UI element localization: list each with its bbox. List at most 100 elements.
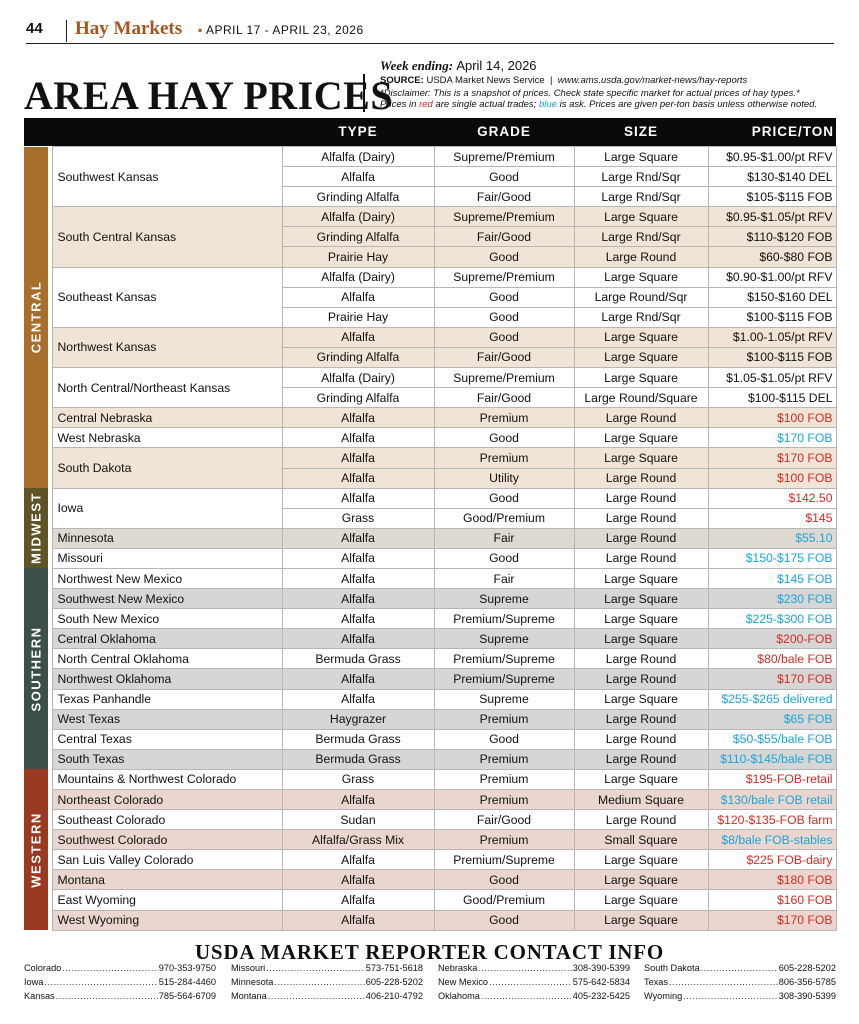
size-cell: Large Round/Sqr xyxy=(573,286,709,308)
table-row: East Wyoming Alfalfa Good/Premium Large Squ… xyxy=(24,889,837,911)
contact-phone: 970-353-9750 xyxy=(158,963,216,973)
price-cell: $120-$135-FOB farm xyxy=(707,809,837,831)
legend-suffix: is ask. Prices are given per-ton basis u… xyxy=(556,99,818,110)
source-line: SOURCE: USDA Market News Service | www.a… xyxy=(380,75,748,86)
price-cell: $100 FOB xyxy=(707,407,837,429)
contact-state: Kansas xyxy=(24,991,55,1001)
price-cell: $195-FOB-retail xyxy=(707,768,837,791)
table-row: Southwest Colorado Alfalfa/Grass Mix Premi… xyxy=(24,829,837,851)
contact-phone: 405-232-5425 xyxy=(572,991,630,1001)
table-row: SOUTHERN Northwest New Mexico Alfalfa Fair L… xyxy=(24,567,837,770)
table-row: South Texas Bermuda Grass Premium Large Rou… xyxy=(24,748,837,770)
size-cell: Large Square xyxy=(573,346,709,369)
leader-dots xyxy=(62,963,157,973)
grade-cell: Good xyxy=(433,166,575,188)
grade-cell: Premium xyxy=(433,788,575,811)
type-cell: Alfalfa (Dairy) xyxy=(281,266,435,288)
price-cell: $170 FOB xyxy=(707,447,837,469)
section-label: WESTERN xyxy=(28,812,44,888)
price-cell: $80/bale FOB xyxy=(707,648,837,670)
price-cell: $145 FOB xyxy=(707,567,837,590)
type-cell: Grass xyxy=(281,768,435,791)
section-label: MIDWEST xyxy=(28,492,44,565)
price-cell: $170 FOB xyxy=(707,668,837,690)
type-cell: Alfalfa xyxy=(281,547,435,569)
price-cell: $0.95-$1.05/pt RFV xyxy=(707,206,837,228)
table-row: WESTERN Mountains & Northwest Colorado Gra… xyxy=(24,768,837,931)
disclaimer: *Disclaimer: This is a snapshot of price… xyxy=(380,88,800,99)
contact-item: New Mexico 575-642-5834 xyxy=(438,977,630,991)
region-cell: Montana xyxy=(51,869,283,891)
leader-dots xyxy=(683,991,778,1001)
size-cell: Large Square xyxy=(573,849,709,871)
leader-dots xyxy=(481,991,572,1001)
leader-dots xyxy=(478,963,571,973)
type-cell: Alfalfa xyxy=(281,608,435,630)
region-cell: Central Nebraska xyxy=(51,407,283,429)
contact-state: Texas xyxy=(644,977,668,987)
price-table-body: CENTRAL Southwest Kansas Alfalfa (Dairy) Su… xyxy=(24,145,837,931)
grade-cell: Fair/Good xyxy=(433,186,575,208)
price-cell: $55.10 xyxy=(707,527,837,549)
grade-cell: Good xyxy=(433,326,575,348)
contact-state: New Mexico xyxy=(438,977,489,987)
grade-cell: Utility xyxy=(433,467,575,489)
week-date: April 14, 2026 xyxy=(456,58,537,73)
region-cell: San Luis Valley Colorado xyxy=(51,849,283,871)
size-cell: Large Round xyxy=(573,708,709,730)
bullet-icon: ▪ xyxy=(198,23,203,37)
grade-cell: Good xyxy=(433,487,575,509)
price-cell: $100 FOB xyxy=(707,467,837,489)
col-price: PRICE/TON xyxy=(751,124,834,139)
table-row: South New Mexico Alfalfa Premium/Supreme La… xyxy=(24,608,837,630)
region-cell: North Central Oklahoma xyxy=(51,648,283,670)
type-cell: Alfalfa xyxy=(281,326,435,348)
contact-phone: 308-390-5399 xyxy=(778,991,836,1001)
region-cell: West Nebraska xyxy=(51,427,283,449)
size-cell: Large Square xyxy=(573,206,709,228)
region-cell: Northwest Kansas xyxy=(51,326,283,369)
grade-cell: Premium/Supreme xyxy=(433,668,575,690)
price-cell: $160 FOB xyxy=(707,889,837,911)
size-cell: Large Round xyxy=(573,748,709,770)
size-cell: Large Square xyxy=(573,145,709,168)
leader-dots xyxy=(56,991,158,1001)
hay-price-table: TYPE GRADE SIZE PRICE/TON CENTRAL Southwe… xyxy=(24,118,837,931)
size-cell: Large Round xyxy=(573,809,709,831)
table-row: Northeast Colorado Alfalfa Premium Medium S… xyxy=(24,788,837,811)
section-band-central: CENTRAL xyxy=(24,146,48,489)
contact-state: Minnesota xyxy=(231,977,274,987)
grade-cell: Supreme/Premium xyxy=(433,145,575,168)
price-cell: $110-$145/bale FOB xyxy=(707,748,837,770)
price-cell: $50-$55/bale FOB xyxy=(707,728,837,750)
type-cell: Alfalfa xyxy=(281,447,435,469)
grade-cell: Premium xyxy=(433,829,575,851)
price-cell: $130/bale FOB retail xyxy=(707,788,837,811)
table-row: South Central Kansas Alfalfa (Dairy) Supre… xyxy=(24,206,837,268)
table-row: West Wyoming Alfalfa Good Large Square $170 … xyxy=(24,909,837,931)
type-cell: Alfalfa (Dairy) xyxy=(281,145,435,168)
grade-cell: Good/Premium xyxy=(433,889,575,911)
table-row: Alfalfa Good Large Round/Sqr $150-$160 DEL xyxy=(24,286,837,308)
section-label: SOUTHERN xyxy=(28,626,44,712)
grade-cell: Supreme xyxy=(433,688,575,710)
region-cell: North Central/Northeast Kansas xyxy=(51,367,283,409)
type-cell: Alfalfa xyxy=(281,688,435,710)
region-cell: South Texas xyxy=(51,748,283,770)
size-cell: Large Round xyxy=(573,407,709,429)
price-cell: $145 xyxy=(707,507,837,529)
table-row: San Luis Valley Colorado Alfalfa Premium/S… xyxy=(24,849,837,871)
region-cell: Minnesota xyxy=(51,527,283,549)
table-row: Southeast Colorado Sudan Fair/Good Large Ro… xyxy=(24,809,837,831)
contact-item: Colorado 970-353-9750 xyxy=(24,963,216,977)
table-row: Grinding Alfalfa Fair/Good Large Rnd/Sqr $1… xyxy=(24,226,837,248)
table-row: Minnesota Alfalfa Fair Large Round $55.10 xyxy=(24,527,837,549)
size-cell: Large Square xyxy=(573,768,709,791)
size-cell: Large Square xyxy=(573,688,709,710)
type-cell: Alfalfa xyxy=(281,668,435,690)
size-cell: Large Square xyxy=(573,628,709,650)
type-cell: Bermuda Grass xyxy=(281,748,435,770)
price-cell: $1.00-1.05/pt RFV xyxy=(707,326,837,348)
contact-state: Missouri xyxy=(231,963,266,973)
size-cell: Large Square xyxy=(573,367,709,389)
